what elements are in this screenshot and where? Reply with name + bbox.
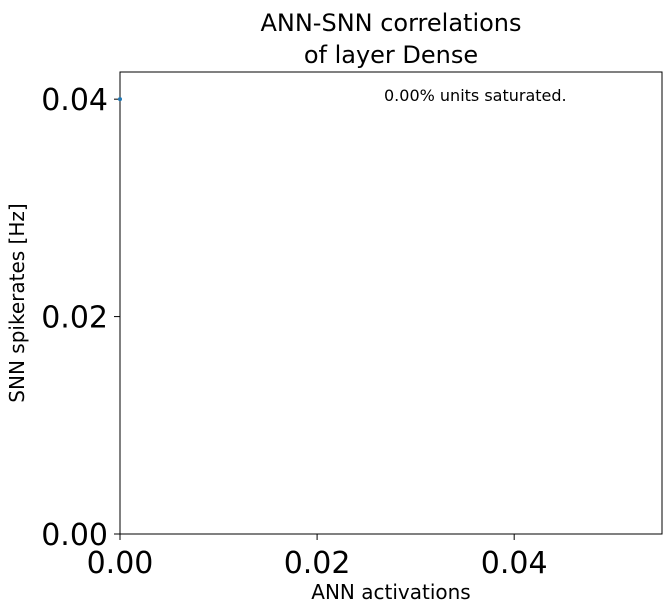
scatter-points bbox=[118, 97, 122, 102]
x-tick-label: 0.04 bbox=[481, 546, 548, 581]
chart-title-line-2: of layer Dense bbox=[304, 41, 478, 69]
x-axis-label: ANN activations bbox=[311, 580, 470, 604]
y-tick-label: 0.00 bbox=[41, 518, 108, 553]
chart-title-line-1: ANN-SNN correlations bbox=[260, 9, 521, 37]
saturation-annotation: 0.00% units saturated. bbox=[384, 86, 567, 105]
y-tick-label: 0.02 bbox=[41, 301, 108, 336]
y-tick-label: 0.04 bbox=[41, 83, 108, 118]
data-point bbox=[118, 97, 122, 102]
y-axis-ticks: 0.00 0.02 0.04 bbox=[41, 83, 120, 553]
x-axis-ticks: 0.00 0.02 0.04 bbox=[87, 534, 548, 581]
x-tick-label: 0.02 bbox=[284, 546, 351, 581]
y-axis-label: SNN spikerates [Hz] bbox=[5, 203, 29, 402]
x-tick-label: 0.00 bbox=[87, 546, 154, 581]
plot-area bbox=[119, 71, 663, 535]
